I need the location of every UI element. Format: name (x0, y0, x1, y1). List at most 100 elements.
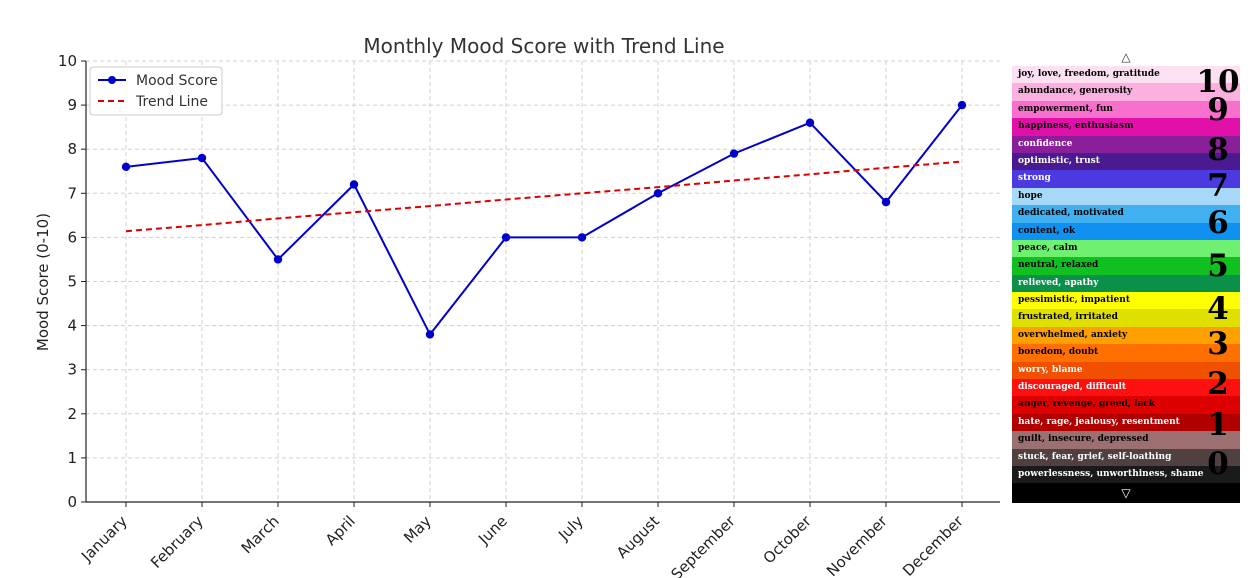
y-tick-label: 8 (67, 140, 77, 158)
data-point-mood-score (121, 162, 131, 172)
emotion-band: hate, rage, jealousy, resentment (1012, 413, 1240, 432)
emotion-band-label: neutral, relaxed (1018, 260, 1099, 271)
y-tick-label: 1 (67, 449, 77, 467)
emotion-band: strong (1012, 170, 1240, 188)
legend-entry-trend-line: Trend Line (135, 94, 208, 110)
emotion-band: empowerment, fun (1012, 100, 1240, 119)
emotion-band-label: discouraged, difficult (1018, 382, 1127, 393)
x-tick-label: November (823, 512, 891, 578)
emotion-band: abundance, generosity (1012, 83, 1240, 101)
emotion-band-label: anger, revenge, greed, lack (1018, 399, 1156, 410)
emotion-band: boredom, doubt (1012, 344, 1240, 362)
x-tick-label: June (474, 512, 511, 549)
emotion-band-label: powerlessness, unworthiness, shame (1018, 468, 1204, 479)
emotion-band: guilt, insecure, depressed (1012, 431, 1240, 449)
x-tick-label: April (322, 512, 359, 549)
emotion-band-label: guilt, insecure, depressed (1018, 434, 1149, 445)
level-number: 6 (1207, 205, 1229, 242)
level-number: 9 (1207, 91, 1229, 128)
chart-title: Monthly Mood Score with Trend Line (363, 34, 724, 58)
y-tick-label: 7 (67, 184, 77, 202)
emotion-band: content, ok (1012, 222, 1240, 240)
level-number: 3 (1207, 326, 1229, 363)
emotion-band: worry, blame (1012, 361, 1240, 380)
data-point-mood-score (653, 189, 663, 198)
series-line-trend-line (125, 160, 963, 233)
emotion-band: anger, revenge, greed, lack (1012, 396, 1240, 414)
level-number: 10 (1196, 64, 1240, 101)
emotion-band: powerlessness, unworthiness, shame (1012, 465, 1240, 484)
emotion-band: optimistic, trust (1012, 152, 1240, 171)
legend-marker-mood-score (108, 76, 116, 84)
emotion-band: neutral, relaxed (1012, 257, 1240, 275)
y-tick-label: 4 (67, 317, 77, 335)
emotion-band-label: happiness, enthusiasm (1018, 121, 1134, 132)
data-point-mood-score (501, 233, 511, 242)
y-tick-label: 6 (67, 228, 77, 246)
legend-entry-mood-score: Mood Score (136, 73, 218, 89)
emotion-band-label: hope (1018, 190, 1043, 201)
data-point-mood-score (273, 255, 283, 264)
emotion-band: frustrated, irritated (1012, 309, 1240, 327)
level-number: 1 (1207, 407, 1229, 444)
emotion-band: overwhelmed, anxiety (1012, 326, 1240, 345)
emotion-scale: △ joy, love, freedom, gratitude abundance… (1012, 48, 1240, 504)
level-number: 4 (1207, 290, 1229, 327)
data-point-mood-score (881, 197, 891, 207)
scale-down-arrow-icon: ▽ (1012, 483, 1240, 504)
x-tick-label: December (899, 512, 967, 578)
data-point-mood-score (197, 153, 207, 163)
emotion-band: dedicated, motivated (1012, 205, 1240, 223)
emotion-band-label: hate, rage, jealousy, resentment (1018, 416, 1180, 427)
x-tick-label: March (238, 512, 283, 557)
y-tick-label: 3 (67, 361, 77, 379)
mood-chart: 0 1 2 3 4 5 6 7 8 9 10 January February March April May… (34, 34, 1000, 578)
emotion-band-label: joy, love, freedom, gratitude (1018, 69, 1160, 79)
legend: Mood Score Trend Line (89, 66, 223, 116)
emotion-band-label: worry, blame (1018, 364, 1083, 375)
emotion-band-label: empowerment, fun (1018, 103, 1113, 114)
emotion-band: relieved, apathy (1012, 274, 1240, 293)
emotion-band-label: stuck, fear, grief, self-loathing (1018, 451, 1172, 462)
emotion-band-label: confidence (1018, 138, 1073, 149)
emotion-band: happiness, enthusiasm (1012, 118, 1240, 136)
emotion-band-label: abundance, generosity (1018, 86, 1133, 97)
y-axis-label: Mood Score (0-10) (34, 213, 52, 351)
data-point-mood-score (729, 149, 739, 158)
x-tick-label: September (667, 512, 739, 578)
data-point-mood-score (425, 330, 435, 339)
data-point-mood-score (349, 180, 359, 189)
emotion-band-label: strong (1018, 173, 1051, 184)
emotion-band-label: relieved, apathy (1018, 277, 1099, 288)
emotion-band: pessimistic, impatient (1012, 292, 1240, 310)
emotion-bands: joy, love, freedom, gratitude abundance, … (1012, 64, 1240, 484)
data-point-mood-score (957, 100, 967, 110)
level-number: 0 (1207, 445, 1229, 482)
emotion-band: hope (1012, 187, 1240, 206)
series-line-mood-score (125, 104, 963, 337)
emotion-band-label: frustrated, irritated (1018, 312, 1118, 323)
level-number: 7 (1207, 168, 1229, 205)
y-tick-label: 5 (67, 273, 77, 291)
emotion-band-label: overwhelmed, anxiety (1018, 329, 1128, 340)
x-tick-label: May (400, 512, 435, 547)
axes: 0 1 2 3 4 5 6 7 8 9 10 January February March April May… (58, 52, 1000, 578)
emotion-band-label: dedicated, motivated (1018, 208, 1124, 219)
y-tick-label: 2 (67, 405, 77, 423)
emotion-band: confidence (1012, 135, 1240, 153)
emotion-band-label: content, ok (1018, 225, 1076, 236)
emotion-band: stuck, fear, grief, self-loathing (1012, 448, 1240, 466)
series-layer (121, 100, 967, 339)
x-tick-label: August (613, 512, 663, 562)
emotion-band: discouraged, difficult (1012, 379, 1240, 397)
emotion-band-label: peace, calm (1018, 242, 1078, 253)
x-tick-label: February (147, 512, 207, 572)
level-number: 5 (1207, 248, 1229, 285)
scale-up-arrow-icon: △ (1012, 48, 1240, 66)
emotion-band: peace, calm (1012, 239, 1240, 258)
y-tick-label: 9 (67, 96, 77, 114)
emotion-band-label: boredom, doubt (1018, 347, 1099, 358)
x-tick-label: July (554, 512, 587, 545)
level-number: 2 (1207, 366, 1229, 403)
emotion-band-label: pessimistic, impatient (1018, 295, 1130, 306)
